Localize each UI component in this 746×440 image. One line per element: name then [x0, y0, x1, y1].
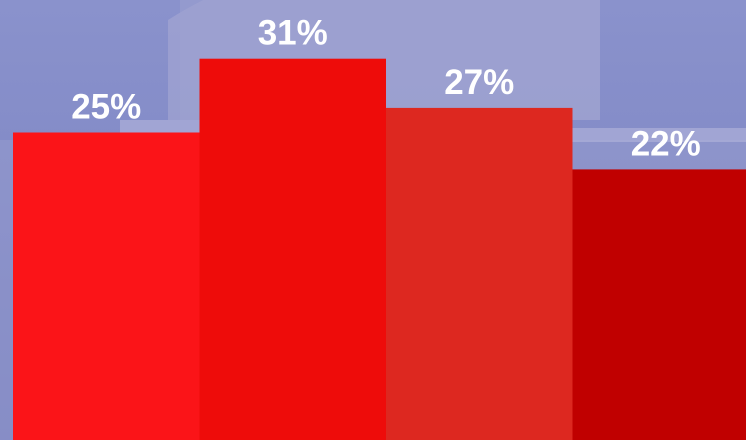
value-label: 25%: [71, 88, 141, 127]
value-label: 31%: [258, 14, 328, 53]
bar: [386, 107, 573, 440]
value-label: 22%: [631, 124, 701, 163]
value-label: 27%: [444, 63, 514, 102]
bar: [13, 132, 200, 440]
bar: [572, 169, 746, 440]
bars: [13, 58, 746, 440]
value-labels: 25% 31% 27% 22%: [71, 14, 701, 164]
bar: [199, 58, 386, 440]
